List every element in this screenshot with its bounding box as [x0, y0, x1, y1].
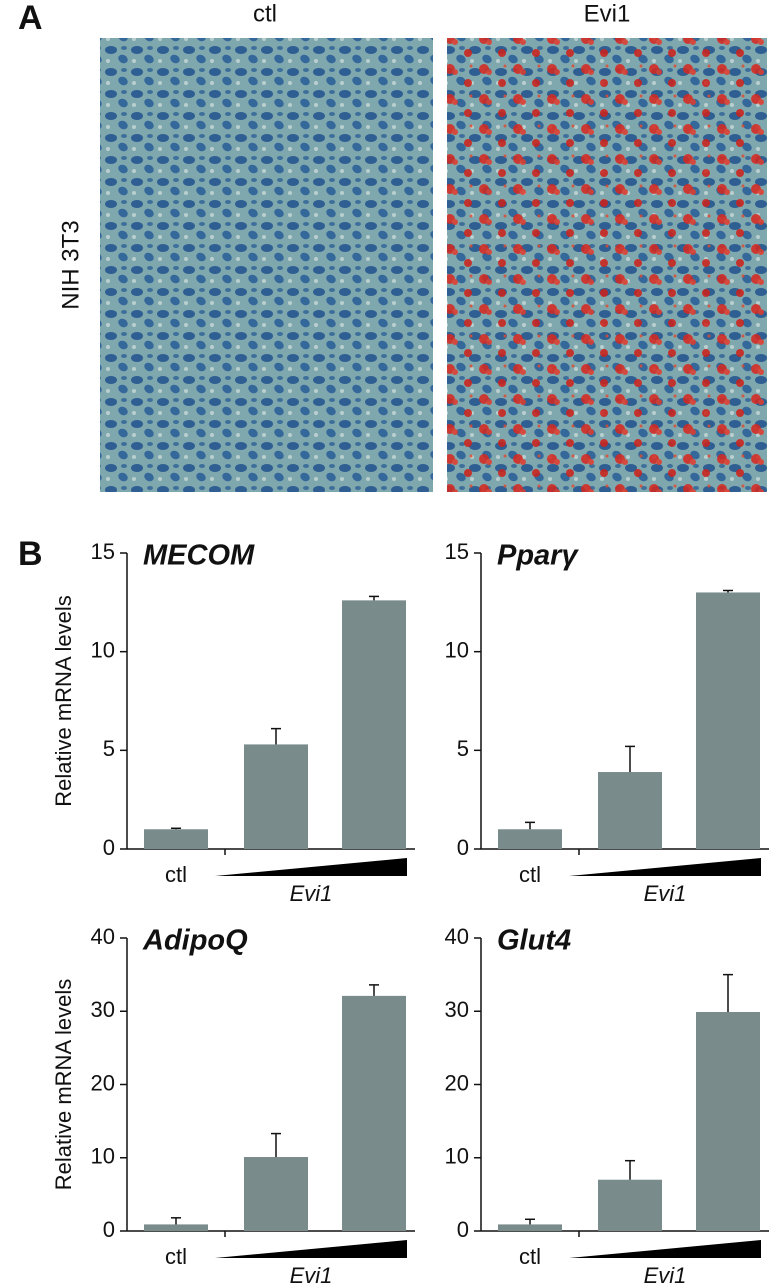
group-label: Evi1: [644, 881, 687, 906]
column-label: ctl: [253, 0, 277, 27]
y-tick-label: 10: [445, 637, 469, 662]
bar: [144, 829, 208, 849]
bar: [696, 1011, 760, 1231]
y-tick-label: 20: [91, 1070, 115, 1095]
x-tick-label: ctl: [165, 1244, 187, 1269]
y-tick-label: 30: [91, 997, 115, 1022]
lipid-stain: [447, 38, 767, 492]
panel-label: B: [18, 535, 43, 573]
y-tick-label: 0: [103, 1217, 115, 1242]
chart-title: Glut4: [497, 925, 571, 957]
group-label: Evi1: [644, 1263, 687, 1284]
bar: [244, 1157, 308, 1231]
y-tick-label: 40: [445, 924, 469, 949]
bar: [342, 995, 406, 1231]
bar: [244, 744, 308, 849]
bar: [696, 592, 760, 849]
row-label: NIH 3T3: [57, 220, 84, 309]
dose-triangle: [215, 1240, 407, 1258]
y-tick-label: 15: [445, 539, 469, 564]
group-label: Evi1: [290, 881, 333, 906]
column-label: Evi1: [584, 0, 631, 27]
dose-triangle: [569, 1240, 761, 1258]
y-tick-label: 10: [91, 637, 115, 662]
dose-triangle: [215, 858, 407, 876]
x-tick-label: ctl: [165, 862, 187, 887]
y-tick-label: 40: [91, 924, 115, 949]
y-tick-label: 0: [103, 835, 115, 860]
x-tick-label: ctl: [519, 1244, 541, 1269]
group-label: Evi1: [290, 1263, 333, 1284]
y-tick-label: 10: [91, 1144, 115, 1169]
chart-title: MECOM: [143, 540, 255, 572]
micrograph-ctl: [100, 38, 433, 492]
bar: [498, 829, 562, 849]
chart-title: Pparγ: [497, 540, 579, 572]
bar: [144, 1224, 208, 1231]
y-tick-label: 20: [445, 1070, 469, 1095]
y-tick-label: 15: [91, 539, 115, 564]
y-tick-label: 5: [457, 736, 469, 761]
chart-title: AdipoQ: [142, 925, 248, 957]
y-tick-label: 0: [457, 1217, 469, 1242]
y-tick-label: 0: [457, 835, 469, 860]
y-tick-label: 5: [103, 736, 115, 761]
bar: [498, 1224, 562, 1231]
x-tick-label: ctl: [519, 862, 541, 887]
panel-label: A: [18, 0, 43, 37]
bar: [342, 600, 406, 849]
y-tick-label: 10: [445, 1144, 469, 1169]
y-tick-label: 30: [445, 997, 469, 1022]
bar: [598, 772, 662, 849]
y-axis-label: Relative mRNA levels: [51, 595, 76, 807]
bar: [598, 1179, 662, 1231]
y-axis-label: Relative mRNA levels: [51, 979, 76, 1191]
dose-triangle: [569, 858, 761, 876]
